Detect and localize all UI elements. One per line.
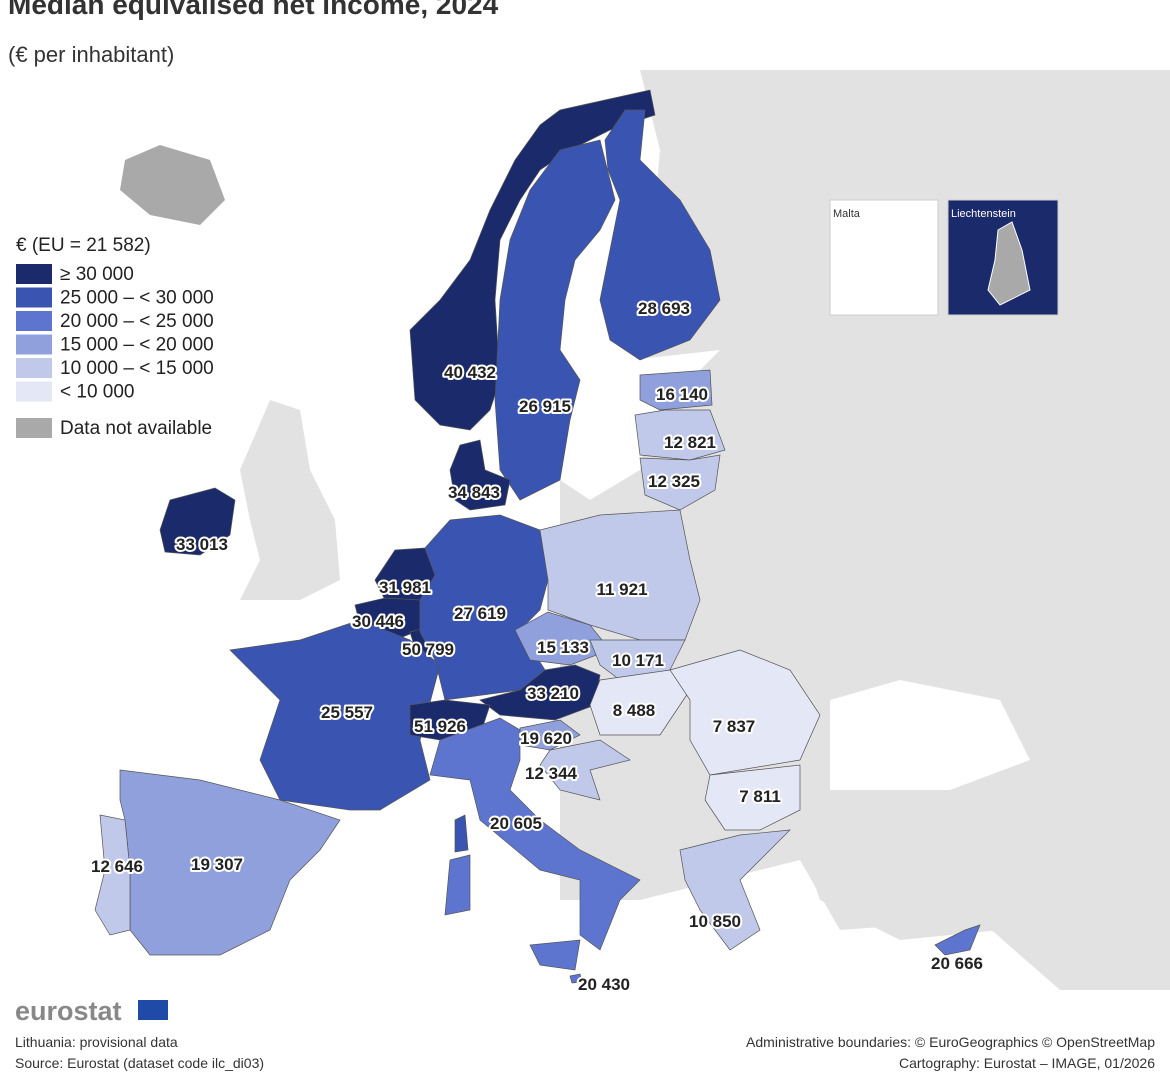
value-label: 28 693 [638, 299, 690, 318]
value-label: 19 307 [191, 855, 243, 874]
value-label: 12 325 [648, 472, 700, 491]
legend-swatch [16, 311, 52, 331]
region [429, 717, 641, 951]
value-label: 12 344 [525, 764, 578, 783]
logo-flag [138, 1000, 168, 1020]
legend-label: 10 000 – < 15 000 [60, 358, 214, 379]
legend-label: < 10 000 [60, 382, 135, 403]
value-label: 31 981 [379, 578, 431, 597]
value-label: 33 013 [176, 535, 228, 554]
value-label: 34 843 [448, 483, 500, 502]
value-label: 26 915 [519, 397, 571, 416]
legend-label: 25 000 – < 30 000 [60, 288, 214, 309]
value-label: 33 210 [527, 684, 579, 703]
value-label: 40 432 [444, 363, 496, 382]
region [599, 109, 721, 361]
sea [830, 680, 1030, 790]
legend-swatch [16, 418, 52, 438]
value-label: 7 811 [739, 787, 781, 806]
credit: Cartography: Eurostat – IMAGE, 01/2026 [899, 1055, 1155, 1071]
legend-label: 20 000 – < 25 000 [60, 311, 214, 332]
regions [94, 89, 981, 984]
subtitle: (€ per inhabitant) [8, 42, 174, 67]
region [704, 764, 801, 831]
inset-box [829, 199, 939, 316]
legend-title: € (EU = 21 582) [16, 235, 151, 256]
region [634, 409, 726, 461]
non-eu-land [800, 820, 1170, 960]
region [159, 487, 236, 556]
value-label: 10 171 [612, 651, 664, 670]
note: Source: Eurostat (dataset code ilc_di03) [15, 1055, 264, 1071]
not-available-land [120, 145, 225, 225]
region [529, 939, 581, 971]
value-label: 19 620 [520, 729, 572, 748]
region [494, 139, 616, 501]
legend-label: 15 000 – < 20 000 [60, 335, 214, 356]
value-label: 11 921 [596, 580, 647, 599]
value-label: 20 430 [578, 975, 630, 994]
legend-label: ≥ 30 000 [60, 264, 134, 285]
value-label: 12 821 [664, 433, 716, 452]
region [409, 89, 656, 431]
title: Median equivalised net income, 2024 [8, 0, 499, 20]
region [449, 439, 511, 511]
legend-swatch [16, 264, 52, 284]
region [639, 369, 713, 411]
region [94, 814, 131, 936]
value-label: 51 926 [414, 717, 466, 736]
inset-shape [987, 221, 1031, 306]
region [569, 973, 583, 984]
value-label: 20 605 [490, 814, 542, 833]
credit: Administrative boundaries: © EuroGeograp… [746, 1034, 1155, 1050]
region [669, 649, 821, 776]
value-label: 7 837 [713, 717, 756, 736]
inset-title: Liechtenstein [951, 208, 1016, 220]
value-label: 50 799 [402, 640, 454, 659]
value-label: 20 666 [931, 954, 983, 973]
value-label: 10 850 [689, 912, 741, 931]
legend-label: Data not available [60, 418, 212, 439]
value-label: 8 488 [613, 701, 656, 720]
region [479, 664, 601, 721]
value-label: 27 619 [454, 604, 506, 623]
region [934, 924, 981, 956]
value-label: 15 133 [537, 638, 589, 657]
legend-swatch [16, 381, 52, 402]
legend-swatch [16, 334, 52, 355]
inset-title: Malta [833, 208, 861, 220]
legend-swatch [16, 287, 52, 308]
region [454, 814, 469, 853]
logo: eurostat [15, 996, 122, 1026]
legend-swatch [16, 358, 52, 378]
region [679, 829, 791, 951]
value-label: 25 557 [321, 703, 373, 722]
region [229, 619, 441, 811]
non-eu-land [240, 400, 340, 600]
region [539, 739, 631, 801]
value-label: 30 446 [352, 612, 404, 631]
labels: 40 432 26 915 28 693 16 140 12 821 12 325 34 8… [89, 289, 985, 996]
region [639, 454, 721, 511]
note: Lithuania: provisional data [15, 1034, 178, 1050]
value-label: 12 646 [91, 857, 143, 876]
value-label: 16 140 [656, 385, 708, 404]
region [444, 854, 471, 916]
